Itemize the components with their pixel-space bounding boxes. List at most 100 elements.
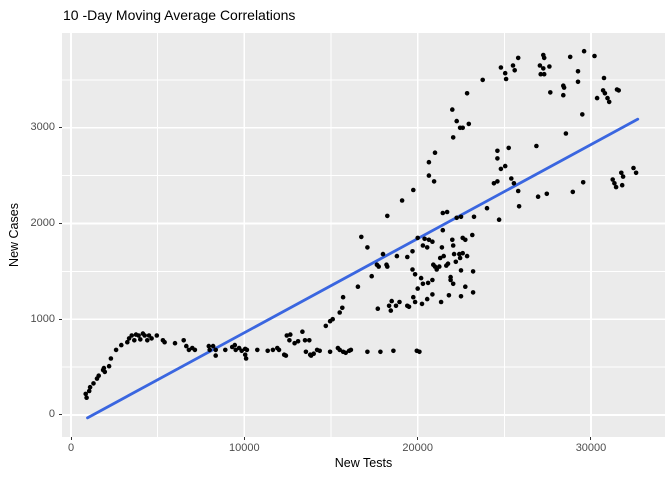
- data-point: [440, 210, 446, 216]
- data-point: [502, 70, 508, 76]
- data-point: [415, 286, 421, 291]
- data-point: [498, 65, 504, 70]
- data-point: [397, 299, 402, 305]
- data-point: [431, 179, 437, 184]
- data-point: [340, 294, 346, 300]
- data-point: [541, 71, 547, 77]
- data-point: [463, 284, 468, 289]
- data-point: [270, 347, 276, 353]
- data-point: [233, 347, 238, 353]
- data-point: [451, 251, 457, 257]
- data-point: [265, 348, 270, 354]
- y-tick-mark: [59, 223, 62, 224]
- data-point: [450, 135, 456, 140]
- data-point: [538, 71, 543, 77]
- plot-canvas: [62, 33, 665, 437]
- data-point: [537, 63, 543, 68]
- data-point: [340, 305, 345, 311]
- data-point: [243, 356, 249, 361]
- data-point: [580, 180, 586, 185]
- data-point: [430, 292, 435, 297]
- data-point: [430, 239, 435, 244]
- data-point: [412, 299, 418, 305]
- data-point: [548, 90, 553, 95]
- data-point: [327, 349, 333, 355]
- data-point: [445, 261, 451, 266]
- data-point: [613, 184, 619, 190]
- x-tick-mark: [417, 437, 419, 440]
- data-point: [323, 323, 329, 329]
- chart-title: 10 -Day Moving Average Correlations: [63, 7, 296, 23]
- data-point: [337, 347, 343, 353]
- data-point: [491, 181, 497, 186]
- data-point: [288, 332, 293, 337]
- data-point: [410, 249, 415, 254]
- data-point: [425, 280, 431, 286]
- data-point: [388, 308, 394, 313]
- data-point: [83, 391, 88, 397]
- data-point: [509, 176, 514, 181]
- data-point: [283, 353, 289, 358]
- trend-line: [86, 117, 640, 420]
- data-point: [375, 306, 381, 312]
- data-point: [213, 347, 218, 353]
- data-point: [464, 91, 470, 96]
- plot-panel: [62, 33, 665, 437]
- data-point: [376, 264, 382, 269]
- data-point: [561, 92, 566, 98]
- data-point: [510, 63, 516, 68]
- data-point: [418, 275, 424, 281]
- data-point: [287, 338, 292, 343]
- data-point: [458, 268, 464, 273]
- data-point: [610, 177, 615, 182]
- data-point: [412, 272, 418, 277]
- data-point: [506, 145, 512, 151]
- data-point: [444, 209, 450, 215]
- data-point: [385, 264, 390, 269]
- data-point: [330, 316, 336, 322]
- data-point: [605, 95, 610, 101]
- x-tick-mark: [70, 437, 72, 440]
- data-point: [437, 255, 443, 261]
- data-point: [458, 294, 464, 299]
- data-point: [541, 66, 546, 71]
- data-point: [631, 165, 636, 171]
- data-point: [516, 204, 522, 209]
- data-point: [101, 365, 107, 371]
- data-point: [432, 150, 438, 155]
- data-point: [378, 349, 383, 355]
- data-point: [284, 333, 290, 338]
- data-point: [389, 298, 395, 304]
- data-point: [602, 91, 608, 96]
- data-point: [359, 234, 364, 240]
- data-point: [303, 349, 309, 355]
- data-point: [242, 352, 248, 358]
- data-point: [91, 381, 96, 386]
- data-point: [393, 303, 399, 309]
- data-point: [149, 336, 154, 341]
- data-point: [511, 181, 517, 186]
- data-point: [454, 118, 460, 124]
- data-point: [424, 296, 430, 302]
- data-point: [458, 214, 464, 220]
- data-point: [450, 281, 456, 287]
- data-point: [184, 343, 189, 349]
- data-point: [276, 347, 282, 353]
- data-point: [96, 373, 101, 379]
- data-point: [620, 174, 626, 179]
- data-point: [426, 237, 432, 243]
- data-point: [380, 251, 386, 257]
- data-point: [405, 254, 410, 260]
- data-point: [450, 243, 456, 248]
- data-point: [580, 112, 585, 117]
- data-point: [430, 277, 435, 283]
- data-point: [448, 274, 453, 280]
- data-point: [317, 348, 322, 354]
- data-point: [450, 237, 455, 243]
- data-point: [337, 310, 343, 315]
- data-point: [457, 255, 463, 261]
- data-point: [300, 329, 305, 335]
- data-point: [108, 356, 114, 361]
- data-point: [86, 388, 92, 394]
- data-point: [343, 350, 349, 356]
